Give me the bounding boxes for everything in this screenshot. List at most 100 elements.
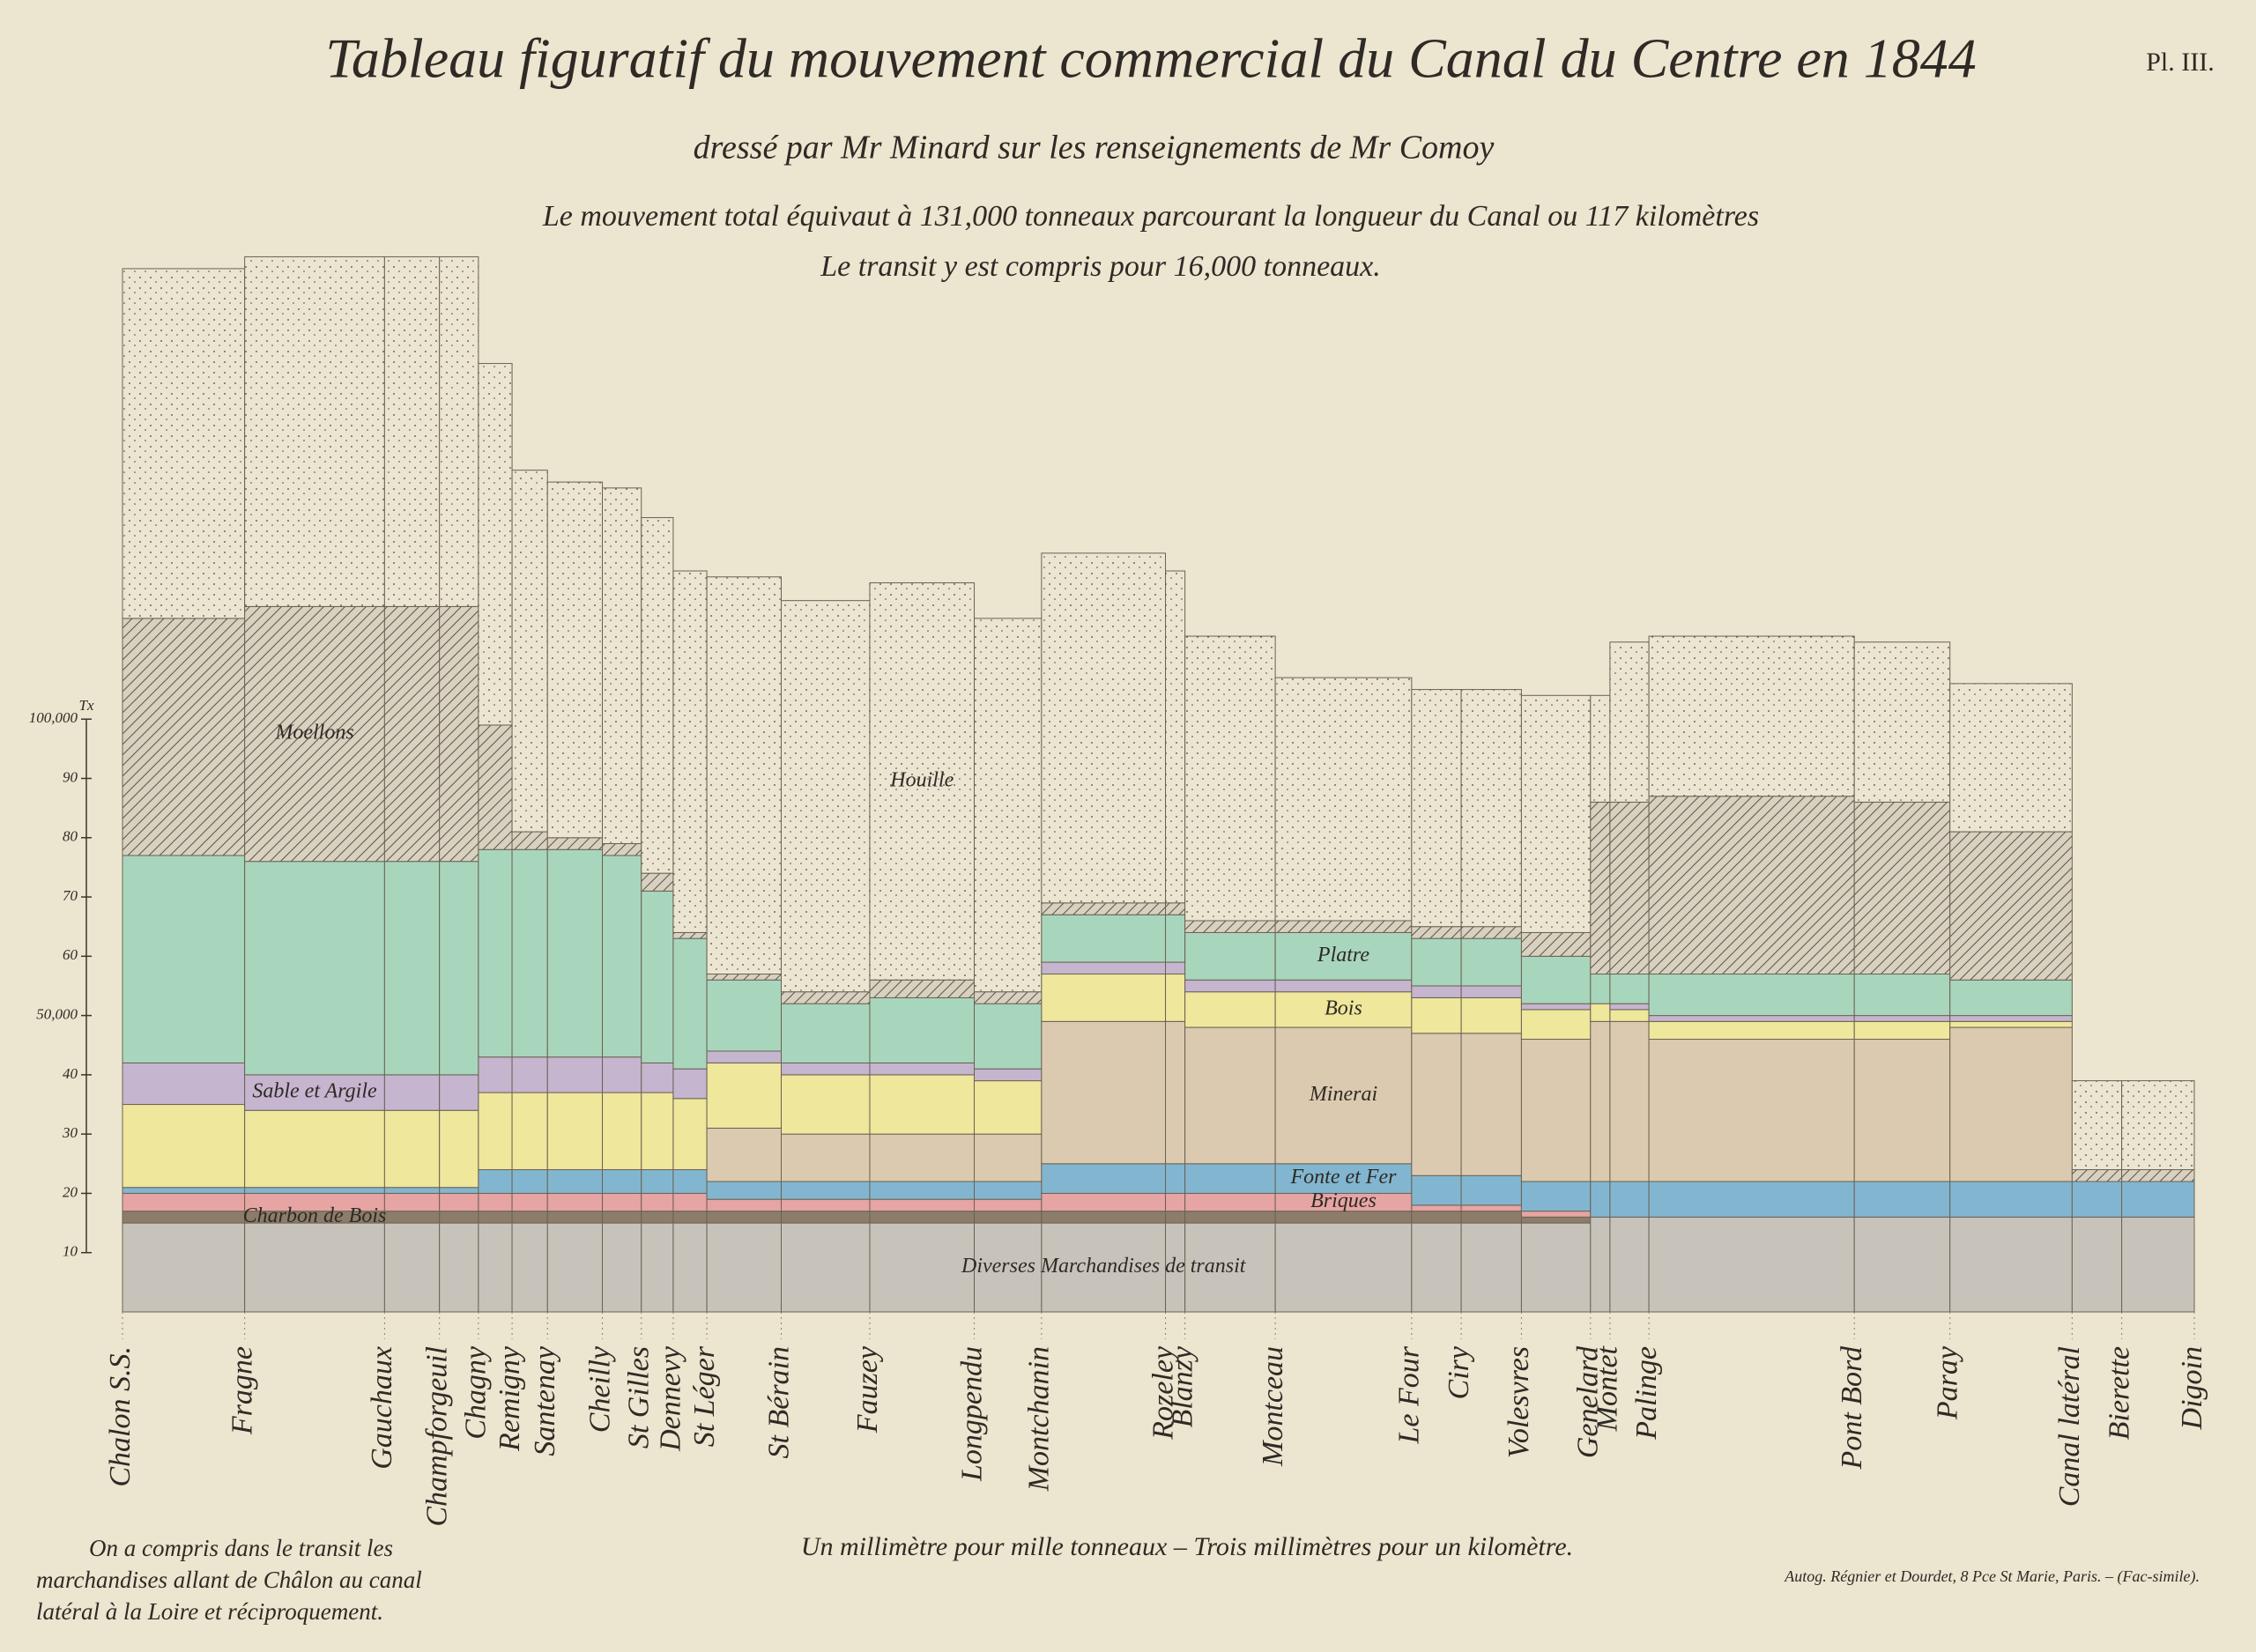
bar-segment [1274,931,1413,981]
station-label: Champforgeuil [420,1346,453,1527]
bar-segment [1520,1009,1592,1041]
bar-segment [869,582,976,981]
layer-label: Platre [1317,944,1369,967]
bar-segment [1520,1003,1592,1011]
bar-segment [478,1211,513,1224]
bar-segment [1411,1222,1462,1313]
bar-segment [602,1222,642,1313]
bar-segment [672,1098,708,1171]
bar-segment [478,724,513,850]
bar-segment [1184,931,1276,981]
station-label: Santenay [529,1345,561,1456]
station-label: Le Four [1393,1345,1426,1444]
bar-segment [706,1062,782,1129]
bar-segment [439,1109,479,1189]
bar-segment [1590,1020,1611,1182]
bar-segment [1274,1163,1413,1194]
bar-segment [1949,979,2073,1017]
bar-segment [478,1192,513,1212]
bar-segment [1949,831,2073,981]
y-tick-label: 100,000 [29,709,78,726]
y-tick-label: 50,000 [36,1006,78,1023]
y-unit: Tx [79,697,94,714]
bar-segment [780,1198,871,1212]
bar-segment [869,1181,976,1200]
station-label: Gauchaux [366,1346,398,1470]
bar-segment [1411,996,1462,1034]
bar-segment [672,1169,708,1194]
bar-segment [641,1192,674,1212]
layer-label: Briques [1310,1189,1377,1212]
station-label: Bierette [2103,1346,2135,1440]
bar-segment [1609,974,1650,1004]
bar-segment [672,1222,708,1313]
bar-segment [1590,1216,1611,1313]
bar-segment [2121,1181,2195,1218]
bar-segment [2071,1216,2123,1313]
bar-segment [780,600,871,993]
bar-segment [1041,902,1167,915]
bar-segment [1949,1020,2073,1028]
bar-segment [1041,552,1167,904]
bar-segment [1590,1003,1611,1022]
bar-segment [546,1192,604,1212]
bar-segment [1609,1181,1650,1218]
bar-segment [383,256,441,607]
bar-segment [122,268,246,619]
bar-segment [1853,1039,1951,1182]
station-label: Montceau [1257,1346,1289,1467]
bar-segment [641,1211,674,1224]
bar-segment [1041,1211,1167,1224]
bar-segment [1853,641,1951,803]
bar-segment [439,1187,479,1194]
bar-segment [869,979,976,998]
bar-segment [706,974,782,981]
bar-segment [641,516,674,874]
layer-label: Charbon de Bois [243,1204,387,1227]
y-tick-label: 10 [63,1243,78,1260]
bar-segment [706,979,782,1052]
bar-segment [1648,1181,1855,1218]
bar-segment [1648,974,1855,1017]
station-label: Longpendu [955,1346,988,1482]
bar-segment [478,1092,513,1171]
layer-label: Fonte et Fer [1290,1166,1398,1189]
bar-segment [1274,979,1413,993]
bar-segment [1184,991,1276,1028]
bar-segment [244,1074,385,1111]
chart-subtitle: dressé par Mr Minard sur les renseigneme… [694,130,1495,167]
station-label: Dennevy [655,1345,687,1452]
bar-segment [780,1133,871,1182]
bar-segment [383,605,441,863]
bar-segment [672,931,708,939]
bar-segment [383,861,441,1076]
footnote: marchandises allant de Châlon au canal [36,1567,422,1593]
y-tick-label: 60 [63,946,78,963]
bar-segment [1165,961,1186,975]
bar-segment [1460,1174,1522,1206]
bar-segment [1949,1015,2073,1022]
bar-segment [439,256,479,607]
bar-segment [439,861,479,1076]
bar-segment [1460,1222,1522,1313]
station-label: Montet [1592,1345,1624,1432]
y-tick-label: 20 [63,1183,78,1200]
bar-segment [1165,570,1186,904]
bar-segment [511,1092,548,1171]
bar-segment [602,843,642,856]
bar-segment [478,363,513,726]
bar-segment [1648,1039,1855,1182]
bar-segment [439,1211,479,1224]
bar-segment [511,1222,548,1313]
bar-segment [1853,1216,1951,1313]
station-label: Ciry [1443,1345,1475,1399]
bar-segment [511,831,548,850]
bar-segment [1184,1163,1276,1194]
bar-segment [439,1074,479,1111]
bar-segment [780,1181,871,1200]
station-label: Genelard [1572,1345,1605,1458]
bar-segment [1609,1216,1650,1313]
bar-segment [1411,926,1462,939]
bar-segment [122,1062,246,1106]
bar-segment [706,576,782,975]
